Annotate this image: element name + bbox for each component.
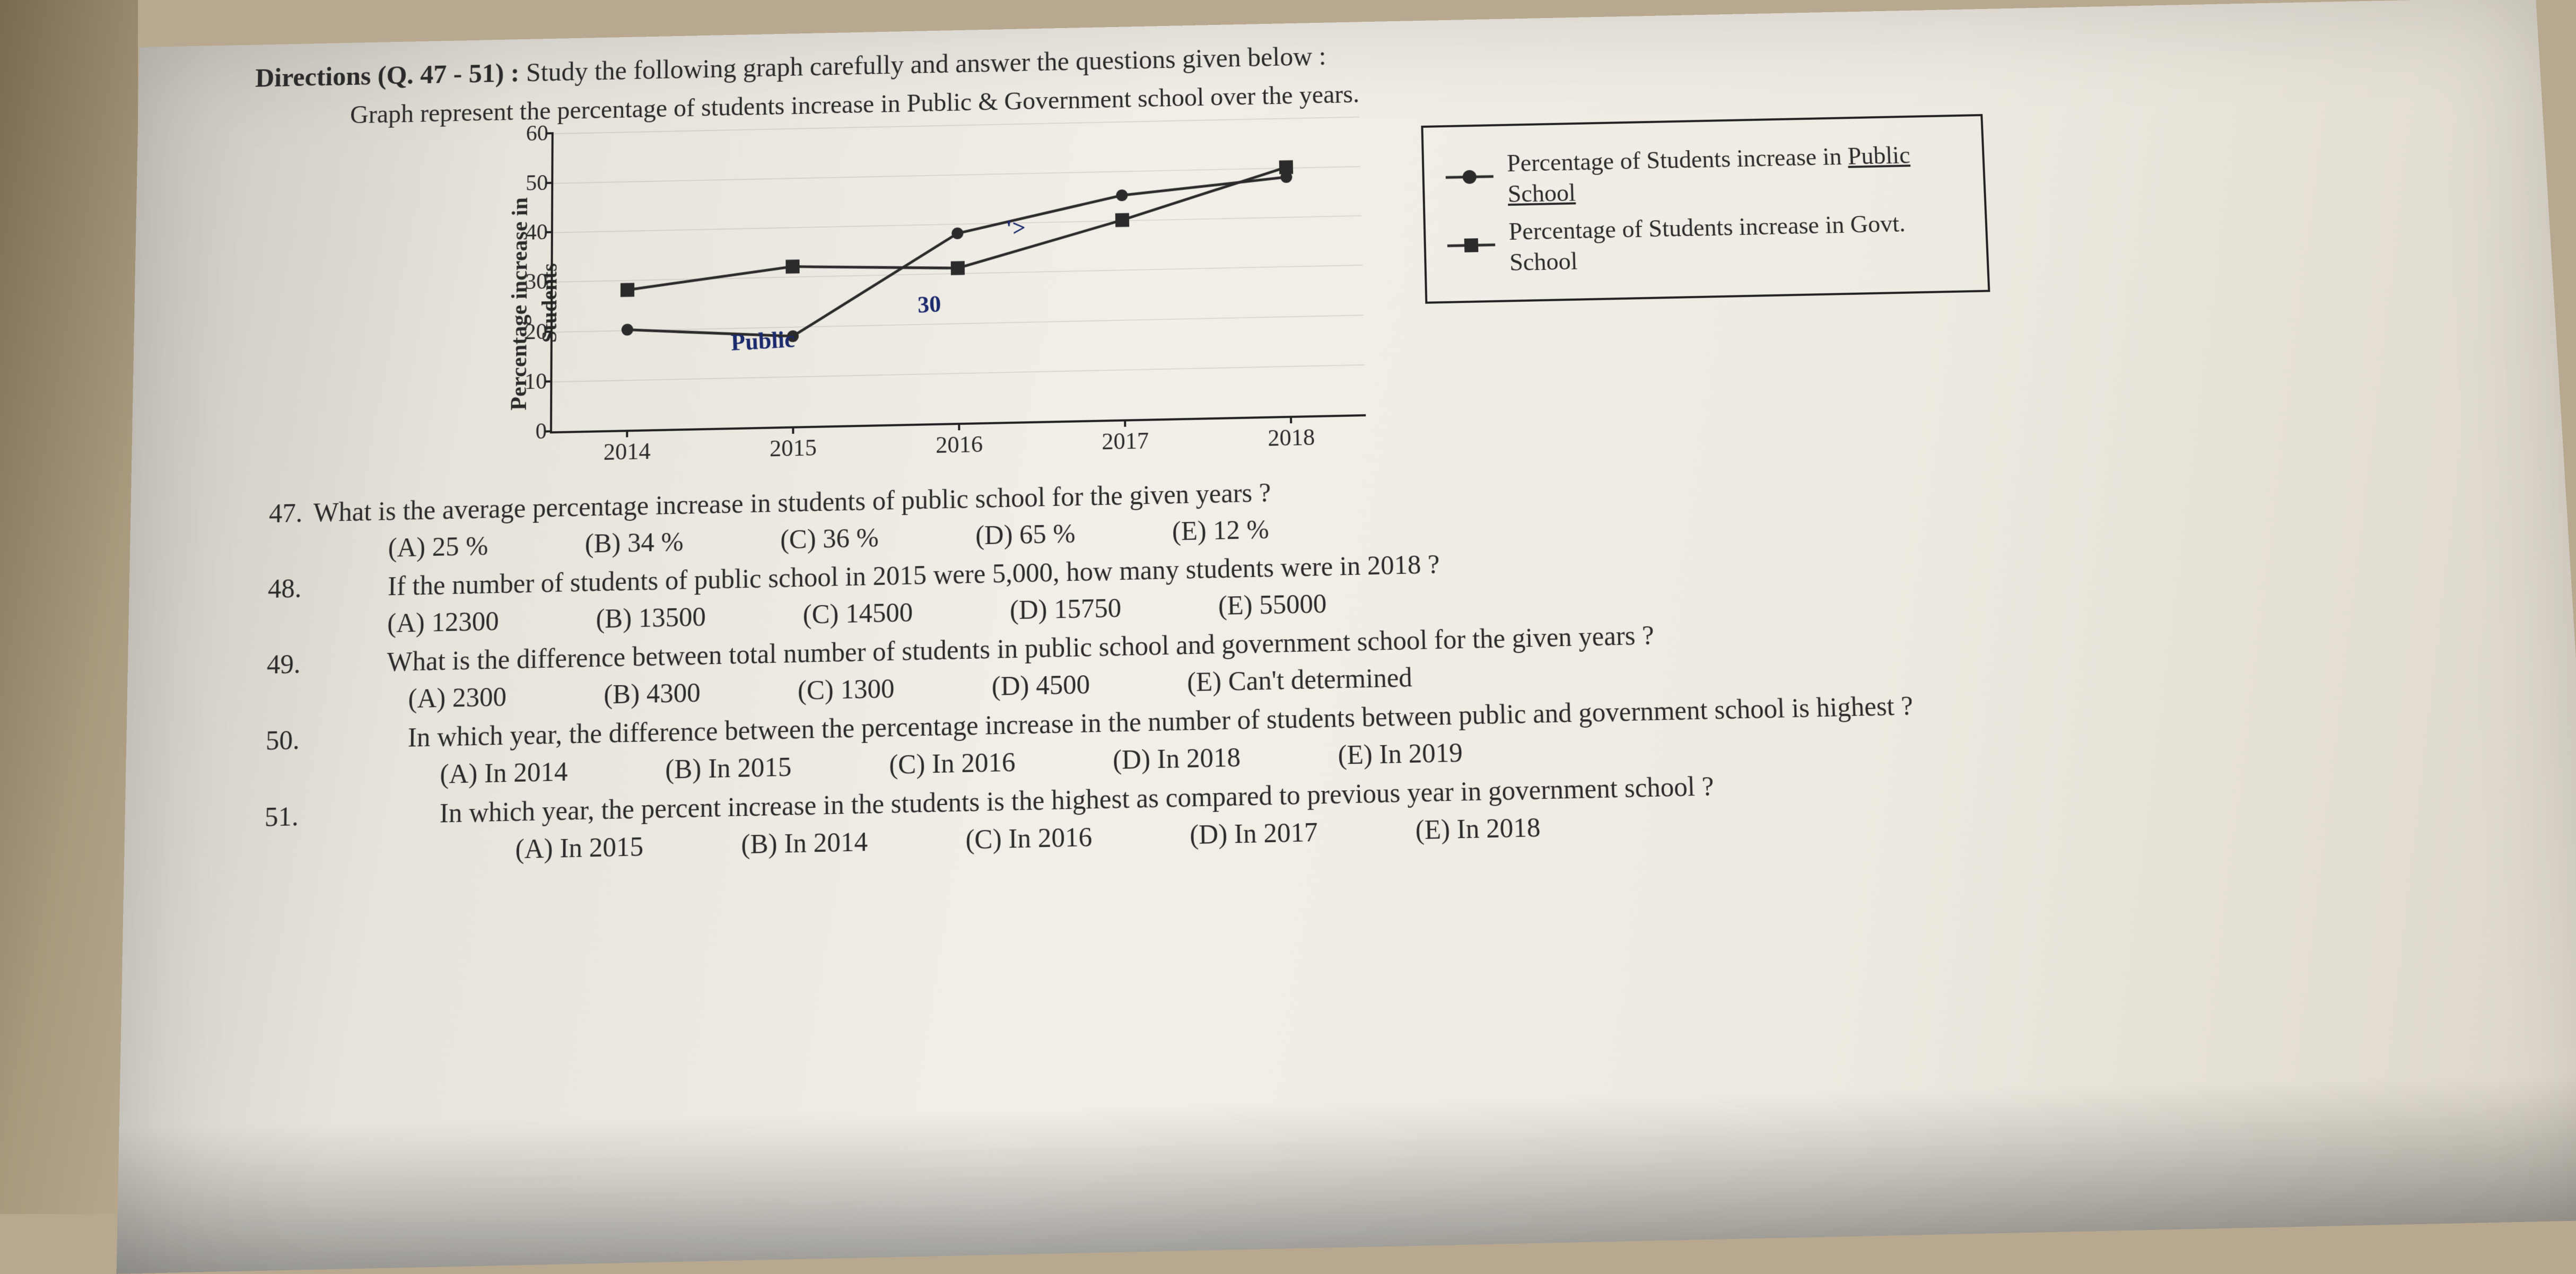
option: (E) 55000 <box>1218 585 1327 624</box>
xtick-mark <box>626 430 628 437</box>
series-line-public <box>627 177 1289 340</box>
handwriting-annotation: 30 <box>917 288 942 321</box>
option: (A) In 2015 <box>515 828 643 868</box>
square-marker-icon <box>1447 231 1496 265</box>
option: (D) In 2018 <box>1113 739 1241 779</box>
option: (B) 34 % <box>585 523 684 562</box>
option: (D) 65 % <box>975 515 1076 554</box>
option: (D) 4500 <box>991 666 1090 704</box>
photo-frame: Directions (Q. 47 - 51) : Study the foll… <box>0 0 2576 1214</box>
question-number: 49. <box>246 645 301 684</box>
page-curve-shadow <box>117 1074 2576 1274</box>
legend-item: Percentage of Students increase in Publi… <box>1445 139 1962 211</box>
ytick-mark <box>546 231 553 233</box>
marker-square <box>785 260 799 274</box>
option: (B) 13500 <box>596 598 706 638</box>
option: (A) 25 % <box>388 527 488 566</box>
ytick-mark <box>545 380 552 382</box>
xtick-label: 2014 <box>604 435 651 468</box>
xtick-mark <box>1290 416 1292 423</box>
ytick-label: 50 <box>505 168 548 198</box>
question-number: 50. <box>245 722 300 760</box>
option: (B) In 2014 <box>741 823 868 863</box>
option: (C) 1300 <box>798 670 895 709</box>
option: (D) In 2017 <box>1190 814 1318 853</box>
handwriting-annotation: '> <box>1005 212 1026 245</box>
option: (E) In 2019 <box>1338 734 1463 774</box>
ytick-label: 20 <box>504 317 547 348</box>
xtick-label: 2017 <box>1102 425 1149 458</box>
ytick-mark <box>546 132 554 134</box>
ytick-label: 10 <box>504 367 547 398</box>
option: (E) Can't determined <box>1187 659 1413 701</box>
table-edge-shadow <box>0 0 138 1214</box>
option: (B) In 2015 <box>665 748 791 788</box>
legend-text: Percentage of Students increase in Govt.… <box>1508 207 1966 277</box>
ytick-label: 60 <box>506 119 548 150</box>
option: (C) In 2016 <box>889 744 1016 783</box>
option: (E) In 2018 <box>1415 809 1541 849</box>
xtick-label: 2015 <box>770 432 817 465</box>
xtick-label: 2018 <box>1268 421 1315 454</box>
paper-sheet: Directions (Q. 47 - 51) : Study the foll… <box>117 0 2576 1274</box>
ytick-label: 40 <box>505 217 548 248</box>
legend-underline: Public School <box>1507 142 1910 207</box>
option: (A) 2300 <box>408 678 507 718</box>
plot-area: 010203040506020142015201620172018Public3… <box>550 117 1366 434</box>
option: (E) 12 % <box>1172 511 1269 549</box>
legend-box: Percentage of Students increase in Publi… <box>1421 114 1990 304</box>
ytick-mark <box>546 181 553 184</box>
option: (C) In 2016 <box>965 818 1092 858</box>
option: (C) 36 % <box>780 519 879 558</box>
ytick-mark <box>545 330 553 333</box>
legend-item: Percentage of Students increase in Govt.… <box>1447 207 1966 279</box>
directions-label: Directions (Q. 47 - 51) : <box>255 58 520 93</box>
xtick-mark <box>958 423 960 430</box>
circle-marker-icon <box>1445 163 1494 197</box>
marker-square <box>621 283 634 298</box>
option: (A) 12300 <box>387 603 499 642</box>
xtick-mark <box>1124 420 1126 427</box>
ytick-mark <box>545 430 552 432</box>
option: (D) 15750 <box>1010 589 1122 629</box>
chart-row: Percentage increase in Students 01020304… <box>475 93 2519 476</box>
questions-block: 47.What is the average percentage increa… <box>243 448 2543 874</box>
option: (C) 14500 <box>803 594 913 633</box>
ytick-label: 30 <box>505 267 548 298</box>
legend-text: Percentage of Students increase in Publi… <box>1506 139 1962 209</box>
marker-circle <box>951 228 963 239</box>
question-number: 48. <box>247 570 301 608</box>
option: (A) In 2014 <box>440 753 568 793</box>
line-chart: Percentage increase in Students 01020304… <box>475 116 1397 476</box>
option: (B) 4300 <box>604 674 701 713</box>
marker-circle <box>1116 189 1128 201</box>
ytick-label: 0 <box>504 416 547 448</box>
handwriting-annotation: Public <box>730 324 796 359</box>
xtick-label: 2016 <box>936 428 983 461</box>
question-number: 51. <box>244 798 299 836</box>
question-number: 47. <box>249 495 303 533</box>
ytick-mark <box>545 281 553 283</box>
xtick-mark <box>792 426 794 434</box>
